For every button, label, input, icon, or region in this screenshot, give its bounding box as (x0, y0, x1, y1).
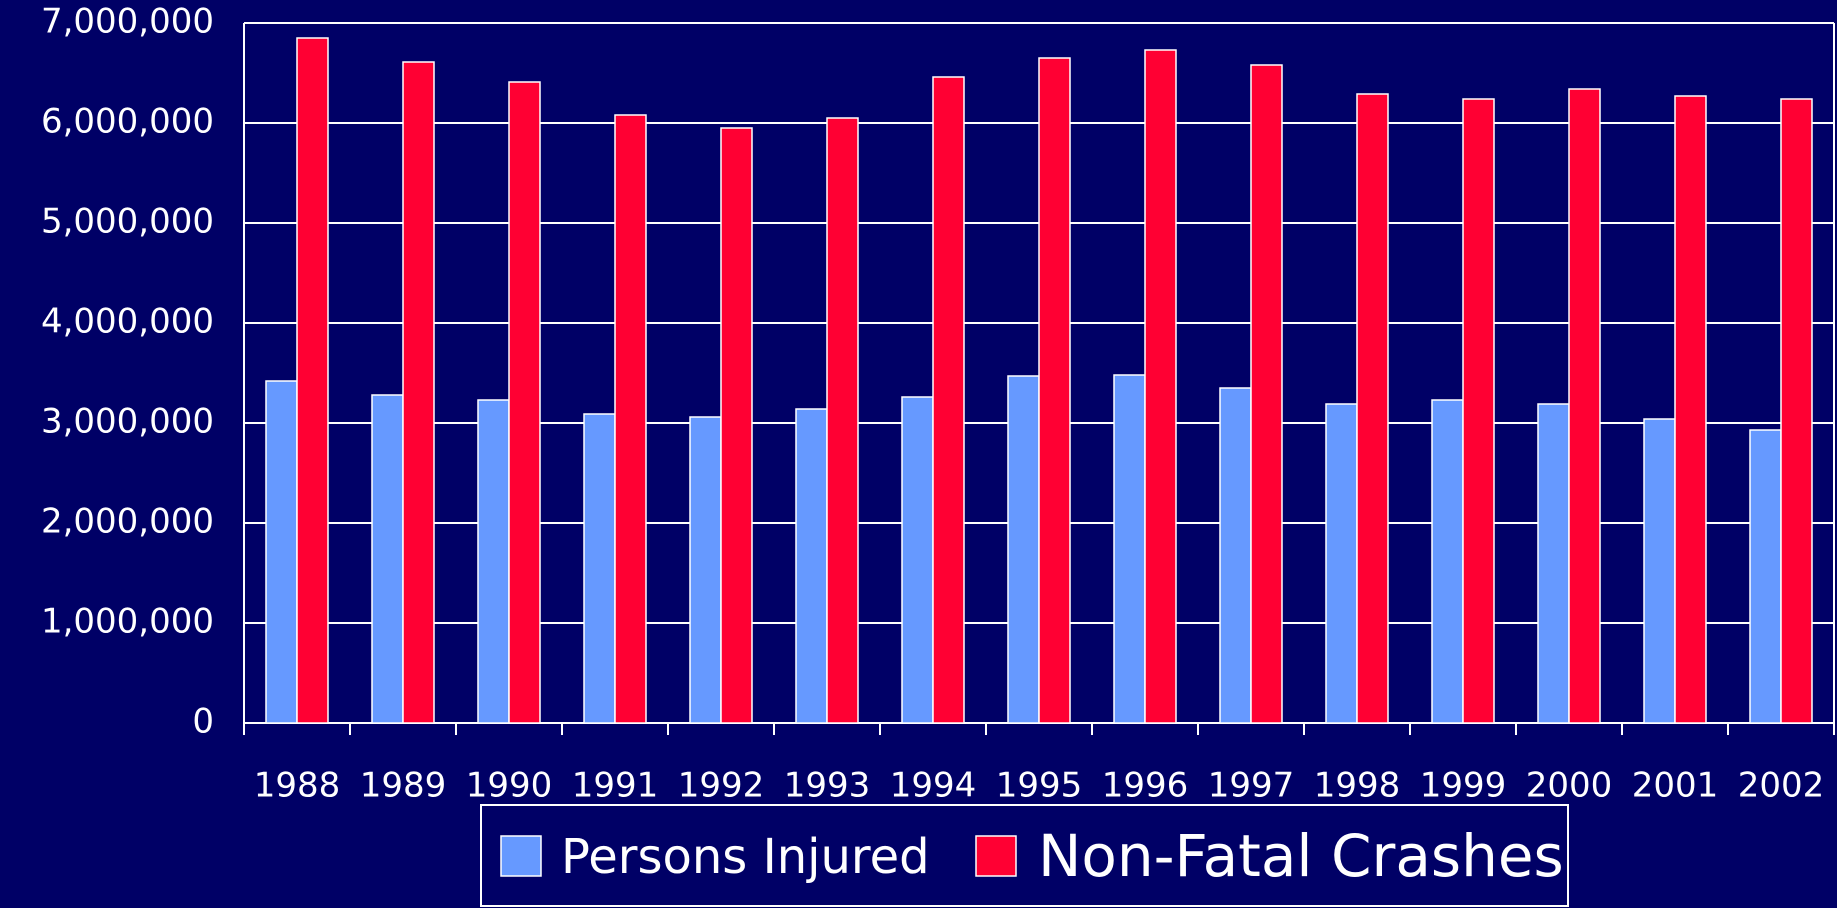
legend-label: Non-Fatal Crashes (1038, 822, 1564, 890)
bar (1780, 98, 1813, 724)
x-tick-label: 1997 (1208, 766, 1295, 806)
bar (1356, 93, 1389, 724)
bar (795, 408, 828, 724)
x-tick-label: 1998 (1314, 766, 1401, 806)
bar (720, 127, 753, 724)
bar (932, 76, 965, 724)
x-tick-label: 1993 (784, 766, 871, 806)
bar (1144, 49, 1177, 724)
x-tick-label: 1995 (996, 766, 1083, 806)
bar (1250, 64, 1283, 724)
x-tick-label: 1992 (678, 766, 765, 806)
x-tick-label: 1991 (572, 766, 659, 806)
bar (402, 61, 435, 724)
bar (477, 399, 510, 724)
x-tick-label: 1988 (254, 766, 341, 806)
bar (371, 394, 404, 724)
bar (1431, 399, 1464, 724)
bar (1219, 387, 1252, 724)
bar (1007, 375, 1040, 724)
y-tick-label: 4,000,000 (41, 302, 214, 342)
bar (265, 380, 298, 724)
y-tick-label: 0 (192, 702, 214, 742)
bar (901, 396, 934, 724)
bar (1537, 403, 1570, 724)
bar (296, 37, 329, 724)
bar (508, 81, 541, 724)
x-tick-label: 2001 (1632, 766, 1719, 806)
bar (1568, 88, 1601, 724)
bar (1113, 374, 1146, 724)
legend-box (480, 804, 1569, 907)
bar (583, 413, 616, 724)
x-tick-label: 1996 (1102, 766, 1189, 806)
bar (1462, 98, 1495, 724)
y-tick-label: 1,000,000 (41, 602, 214, 642)
bar (826, 117, 859, 724)
legend-swatch (975, 835, 1017, 877)
x-tick-label: 1999 (1420, 766, 1507, 806)
legend-label: Persons Injured (561, 829, 930, 885)
y-tick-label: 6,000,000 (41, 102, 214, 142)
y-tick-label: 2,000,000 (41, 502, 214, 542)
bar (1643, 418, 1676, 724)
y-tick-label: 5,000,000 (41, 202, 214, 242)
bar (1038, 57, 1071, 724)
bar (1749, 429, 1782, 724)
x-tick-label: 2002 (1738, 766, 1825, 806)
x-tick-label: 1990 (466, 766, 553, 806)
x-tick-label: 1989 (360, 766, 447, 806)
x-tick-label: 1994 (890, 766, 977, 806)
y-tick-label: 3,000,000 (41, 402, 214, 442)
y-tick-label: 7,000,000 (41, 2, 214, 42)
bar (614, 114, 647, 724)
bar (1325, 403, 1358, 724)
legend-swatch (500, 835, 542, 877)
bar (1674, 95, 1707, 724)
bar (689, 416, 722, 724)
x-tick-label: 2000 (1526, 766, 1613, 806)
